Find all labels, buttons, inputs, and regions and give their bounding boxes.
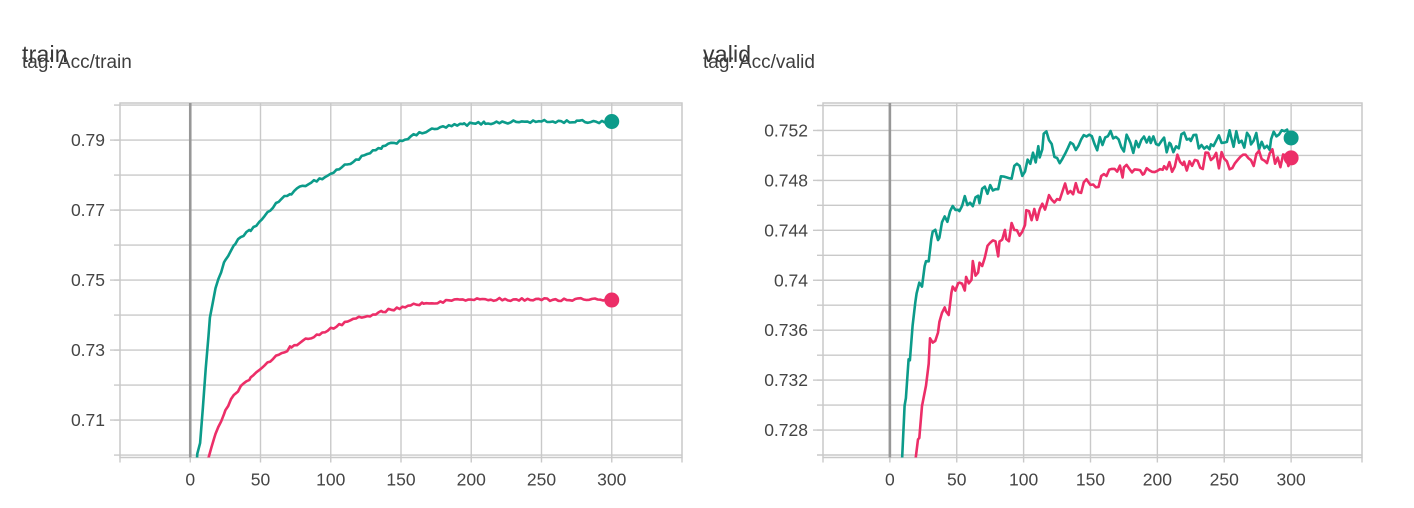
svg-text:0: 0 bbox=[885, 470, 895, 490]
svg-text:250: 250 bbox=[1210, 470, 1239, 490]
svg-text:0.71: 0.71 bbox=[71, 410, 105, 430]
svg-text:250: 250 bbox=[527, 470, 556, 490]
svg-text:150: 150 bbox=[386, 470, 415, 490]
svg-text:0.79: 0.79 bbox=[71, 130, 105, 150]
svg-text:100: 100 bbox=[1009, 470, 1038, 490]
svg-text:0.74: 0.74 bbox=[774, 270, 808, 290]
svg-text:0: 0 bbox=[185, 470, 195, 490]
svg-text:0.748: 0.748 bbox=[764, 170, 808, 190]
valid-line-chart[interactable]: 0.728 0.732 0.736 0.74 0.744 0.748 0.752 0 50 100… bbox=[681, 90, 1414, 508]
svg-text:0.77: 0.77 bbox=[71, 200, 105, 220]
svg-text:300: 300 bbox=[597, 470, 626, 490]
svg-text:0.752: 0.752 bbox=[764, 120, 808, 140]
svg-text:0.732: 0.732 bbox=[764, 370, 808, 390]
chart-tag-train: tag: Acc/train bbox=[22, 52, 132, 73]
svg-text:0.75: 0.75 bbox=[71, 270, 105, 290]
svg-text:50: 50 bbox=[947, 470, 967, 490]
svg-text:300: 300 bbox=[1277, 470, 1306, 490]
svg-text:100: 100 bbox=[316, 470, 345, 490]
chart-tag-valid: tag: Acc/valid bbox=[703, 52, 815, 73]
svg-text:0.744: 0.744 bbox=[764, 220, 808, 240]
svg-text:50: 50 bbox=[251, 470, 271, 490]
svg-text:200: 200 bbox=[1143, 470, 1172, 490]
svg-text:150: 150 bbox=[1076, 470, 1105, 490]
svg-text:200: 200 bbox=[457, 470, 486, 490]
train-line-chart[interactable]: 0.71 0.73 0.75 0.77 0.79 0 50 100 150 200 250 300 bbox=[0, 90, 707, 508]
svg-text:0.736: 0.736 bbox=[764, 320, 808, 340]
svg-text:0.728: 0.728 bbox=[764, 420, 808, 440]
chart-title-train: train bbox=[22, 41, 68, 68]
svg-text:0.73: 0.73 bbox=[71, 340, 105, 360]
chart-title-valid: valid bbox=[703, 41, 752, 68]
